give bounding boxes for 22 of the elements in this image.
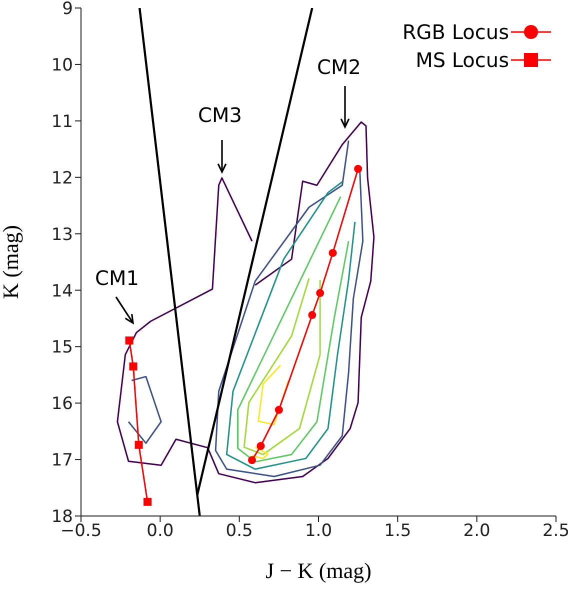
x-tick-label: 2.0 xyxy=(463,521,490,542)
x-tick-label: 2.5 xyxy=(542,521,570,542)
y-tick-label: 9 xyxy=(62,0,73,20)
x-tick-label: 1.5 xyxy=(384,521,412,542)
annotation: CM3 xyxy=(198,103,242,127)
y-tick-label: 10 xyxy=(51,55,73,76)
y-tick-label: 16 xyxy=(51,394,73,414)
y-tick-label: 11 xyxy=(51,112,73,132)
annotation: CM2 xyxy=(317,55,361,79)
x-tick-label: 0.5 xyxy=(226,521,253,542)
y-tick-label: 13 xyxy=(51,224,73,245)
y-tick-label: 15 xyxy=(51,338,73,358)
x-tick-label: 1.0 xyxy=(304,521,332,542)
x-tick-label: 0.0 xyxy=(146,521,174,542)
annotation: CM1 xyxy=(95,266,139,290)
y-axis-title: K (mag) xyxy=(0,225,23,299)
y-tick-label: 12 xyxy=(51,168,73,188)
y-tick-label: 14 xyxy=(51,281,73,302)
y-tick-label: 17 xyxy=(51,450,73,471)
legend-label: RGB Locus xyxy=(402,20,509,44)
legend-label: MS Locus xyxy=(416,48,509,72)
x-axis-title: J − K (mag) xyxy=(266,558,372,583)
